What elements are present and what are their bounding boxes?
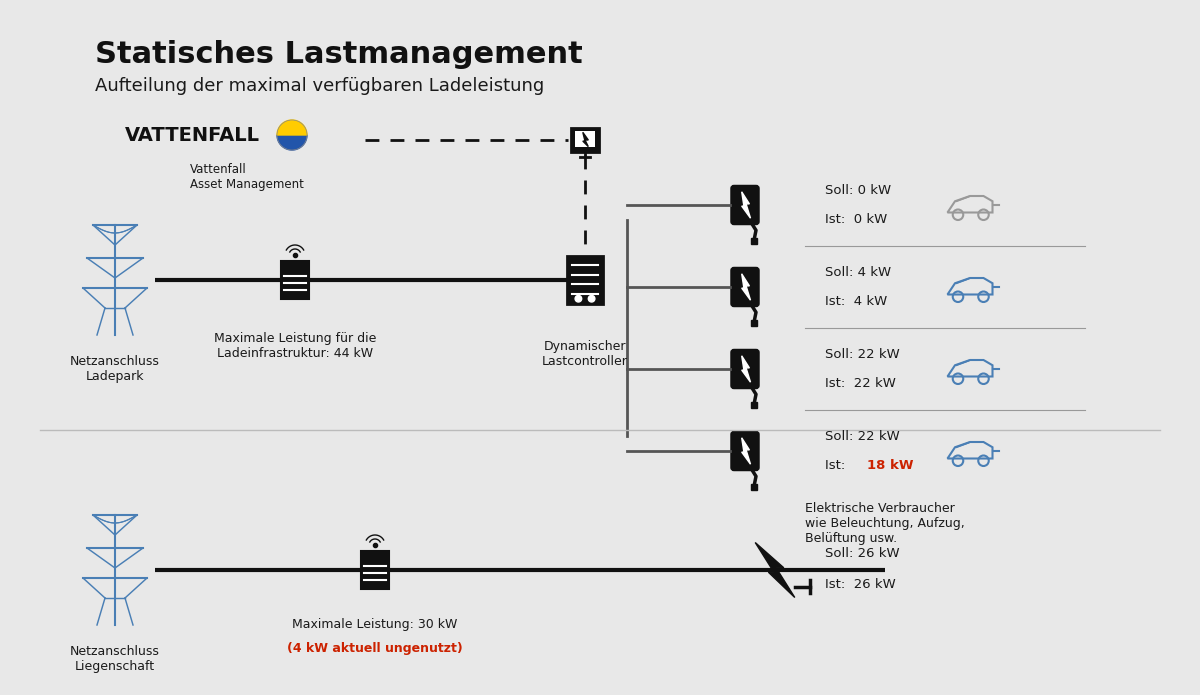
Text: Maximale Leistung für die
Ladeinfrastruktur: 44 kW: Maximale Leistung für die Ladeinfrastruk…	[214, 332, 376, 360]
FancyBboxPatch shape	[571, 128, 599, 152]
Polygon shape	[277, 120, 307, 135]
Text: (4 kW aktuell ungenutzt): (4 kW aktuell ungenutzt)	[287, 642, 463, 655]
Text: Elektrische Verbraucher
wie Beleuchtung, Aufzug,
Belüftung usw.: Elektrische Verbraucher wie Beleuchtung,…	[805, 502, 965, 545]
Text: Ist:  0 kW: Ist: 0 kW	[826, 213, 887, 226]
Text: Soll: 26 kW: Soll: 26 kW	[826, 547, 900, 560]
Text: Aufteilung der maximal verfügbaren Ladeleistung: Aufteilung der maximal verfügbaren Ladel…	[95, 77, 545, 95]
FancyBboxPatch shape	[732, 186, 758, 224]
FancyBboxPatch shape	[732, 350, 758, 388]
Text: Ist:  26 kW: Ist: 26 kW	[826, 578, 895, 591]
Text: Ist:: Ist:	[826, 459, 853, 472]
FancyBboxPatch shape	[281, 261, 310, 299]
Text: Vattenfall
Asset Management: Vattenfall Asset Management	[190, 163, 304, 191]
Text: Netzanschluss
Ladepark: Netzanschluss Ladepark	[70, 355, 160, 383]
Polygon shape	[742, 274, 750, 300]
Polygon shape	[742, 192, 750, 218]
Text: Ist:  22 kW: Ist: 22 kW	[826, 377, 896, 390]
Text: VATTENFALL: VATTENFALL	[125, 126, 260, 145]
Polygon shape	[583, 132, 588, 147]
Text: Statisches Lastmanagement: Statisches Lastmanagement	[95, 40, 583, 69]
Polygon shape	[742, 438, 750, 464]
Text: Soll: 4 kW: Soll: 4 kW	[826, 266, 892, 279]
Text: Maximale Leistung: 30 kW: Maximale Leistung: 30 kW	[293, 618, 457, 631]
Text: Soll: 22 kW: Soll: 22 kW	[826, 430, 900, 443]
Text: Ist:  4 kW: Ist: 4 kW	[826, 295, 887, 308]
Text: Dynamischer
Lastcontroller: Dynamischer Lastcontroller	[542, 340, 628, 368]
Text: Soll: 0 kW: Soll: 0 kW	[826, 184, 892, 197]
Polygon shape	[755, 543, 794, 598]
Text: 18 kW: 18 kW	[866, 459, 913, 472]
Text: Soll: 22 kW: Soll: 22 kW	[826, 348, 900, 361]
FancyBboxPatch shape	[732, 432, 758, 470]
Polygon shape	[277, 135, 307, 150]
FancyBboxPatch shape	[568, 256, 602, 304]
FancyBboxPatch shape	[361, 551, 389, 589]
Polygon shape	[742, 356, 750, 382]
Text: Netzanschluss
Liegenschaft: Netzanschluss Liegenschaft	[70, 645, 160, 673]
FancyBboxPatch shape	[732, 268, 758, 306]
Circle shape	[588, 295, 595, 302]
Circle shape	[575, 295, 582, 302]
FancyBboxPatch shape	[575, 131, 595, 147]
